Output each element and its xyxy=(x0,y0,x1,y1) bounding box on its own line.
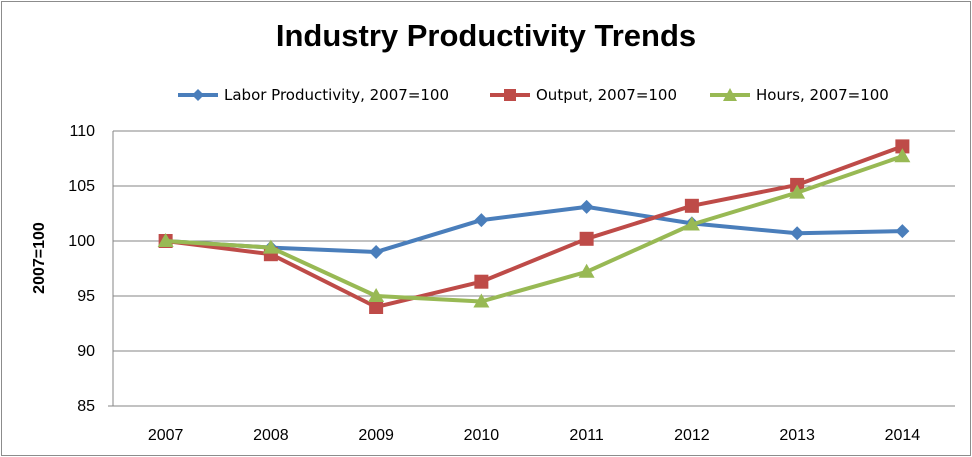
data-point-output-2009 xyxy=(369,300,384,314)
data-point-labor-productivity-2013 xyxy=(790,226,805,241)
x-tick-label-2007: 2007 xyxy=(148,427,184,444)
data-point-hours-2011 xyxy=(578,263,595,278)
x-tick-label-2012: 2012 xyxy=(674,427,710,444)
x-tick-label-2013: 2013 xyxy=(779,427,815,444)
x-tick-label-2014: 2014 xyxy=(885,427,921,444)
data-point-hours-2010 xyxy=(473,293,490,308)
data-point-labor-productivity-2014 xyxy=(895,224,910,239)
data-point-output-2014 xyxy=(895,139,910,154)
x-tick-label-2008: 2008 xyxy=(253,427,289,444)
legend-label-output: Output, 2007=100 xyxy=(536,86,678,104)
x-tick-label-2010: 2010 xyxy=(464,427,500,444)
data-point-hours-2012 xyxy=(683,216,700,231)
data-point-hours-2014 xyxy=(894,148,911,163)
legend-label-hours: Hours, 2007=100 xyxy=(756,86,889,104)
data-point-hours-2008 xyxy=(262,239,279,254)
x-tick-label-2011: 2011 xyxy=(569,427,604,444)
y-tick-label-105: 105 xyxy=(68,178,95,195)
y-tick-label-110: 110 xyxy=(69,123,95,140)
legend-label-labor-productivity: Labor Productivity, 2007=100 xyxy=(224,86,450,104)
y-tick-label-90: 90 xyxy=(77,343,95,360)
data-point-hours-2007 xyxy=(157,233,174,247)
y-axis-label: 2007=100 xyxy=(31,222,48,294)
series-line-output xyxy=(165,144,904,309)
legend-marker-diamond-icon xyxy=(178,89,218,101)
x-tick-label-2009: 2009 xyxy=(358,427,394,444)
data-point-labor-productivity-2009 xyxy=(369,245,384,259)
legend-item-labor-productivity: Labor Productivity, 2007=100 xyxy=(176,82,449,108)
data-point-labor-productivity-2010 xyxy=(474,213,489,228)
data-point-output-2010 xyxy=(474,274,489,289)
data-point-output-2011 xyxy=(579,231,594,246)
y-tick-label-95: 95 xyxy=(77,288,95,305)
chart-title: Industry Productivity Trends xyxy=(275,18,697,53)
y-tick-label-100: 100 xyxy=(68,233,95,250)
data-point-hours-2009 xyxy=(368,288,385,302)
data-point-hours-2013 xyxy=(789,184,806,199)
legend: Labor Productivity, 2007=100 Output, 200… xyxy=(0,82,972,108)
series-line-labor-productivity xyxy=(165,204,903,254)
legend-item-output: Output, 2007=100 xyxy=(488,82,677,108)
series-line-hours xyxy=(165,154,904,304)
legend-marker-triangle-icon xyxy=(710,88,750,101)
data-point-output-2012 xyxy=(684,198,699,213)
legend-item-hours: Hours, 2007=100 xyxy=(708,82,889,108)
legend-marker-square-icon xyxy=(490,89,530,101)
data-point-labor-productivity-2011 xyxy=(579,199,594,214)
y-tick-label-85: 85 xyxy=(77,398,95,415)
